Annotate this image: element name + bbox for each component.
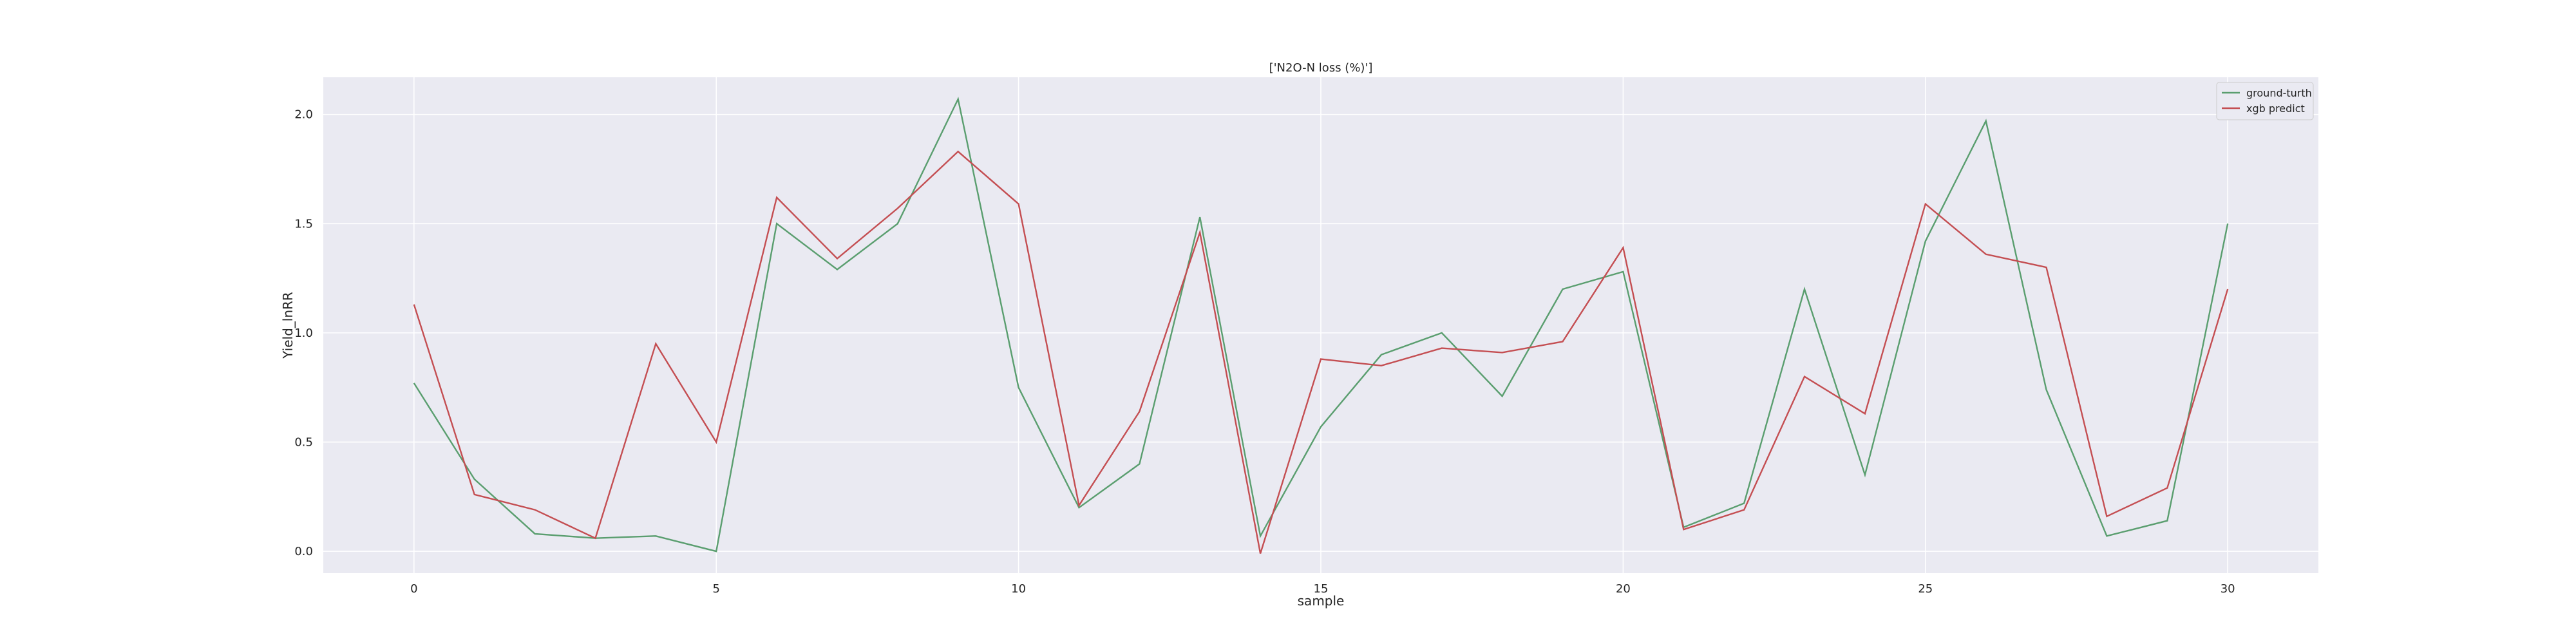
legend-box bbox=[2216, 82, 2314, 120]
x-tick-label: 25 bbox=[1918, 582, 1933, 596]
x-tick-label: 10 bbox=[1011, 582, 1026, 596]
series-lines bbox=[413, 97, 2229, 554]
y-tick-label: 1.5 bbox=[294, 217, 313, 231]
x-tick-label: 20 bbox=[1616, 582, 1631, 596]
series-line-0 bbox=[413, 97, 2229, 553]
chart-title: ['N2O-N loss (%)'] bbox=[1269, 61, 1373, 75]
y-tick-label: 1.0 bbox=[294, 327, 313, 340]
y-tick-label: 2.0 bbox=[294, 108, 313, 122]
x-tick-labels: 0 5 10 15 20 25 30 bbox=[410, 582, 2235, 596]
y-tick-label: 0.0 bbox=[294, 545, 313, 558]
x-tick-label: 15 bbox=[1314, 582, 1329, 596]
x-tick-label: 0 bbox=[410, 582, 417, 596]
legend-label: xgb predict bbox=[2246, 102, 2305, 115]
y-tick-label: 0.5 bbox=[294, 435, 313, 449]
x-tick-label: 5 bbox=[712, 582, 719, 596]
x-gridlines bbox=[413, 77, 2228, 573]
y-axis-label: Yield_lnRR bbox=[280, 292, 296, 359]
legend-label: ground-turth bbox=[2246, 87, 2312, 99]
series-line-1 bbox=[413, 150, 2229, 554]
x-axis-label: sample bbox=[1298, 593, 1345, 609]
x-tick-label: 30 bbox=[2221, 582, 2235, 596]
legend: ground-turth xgb predict bbox=[2216, 82, 2314, 120]
y-tick-labels: 0.0 0.5 1.0 1.5 2.0 bbox=[294, 108, 313, 558]
